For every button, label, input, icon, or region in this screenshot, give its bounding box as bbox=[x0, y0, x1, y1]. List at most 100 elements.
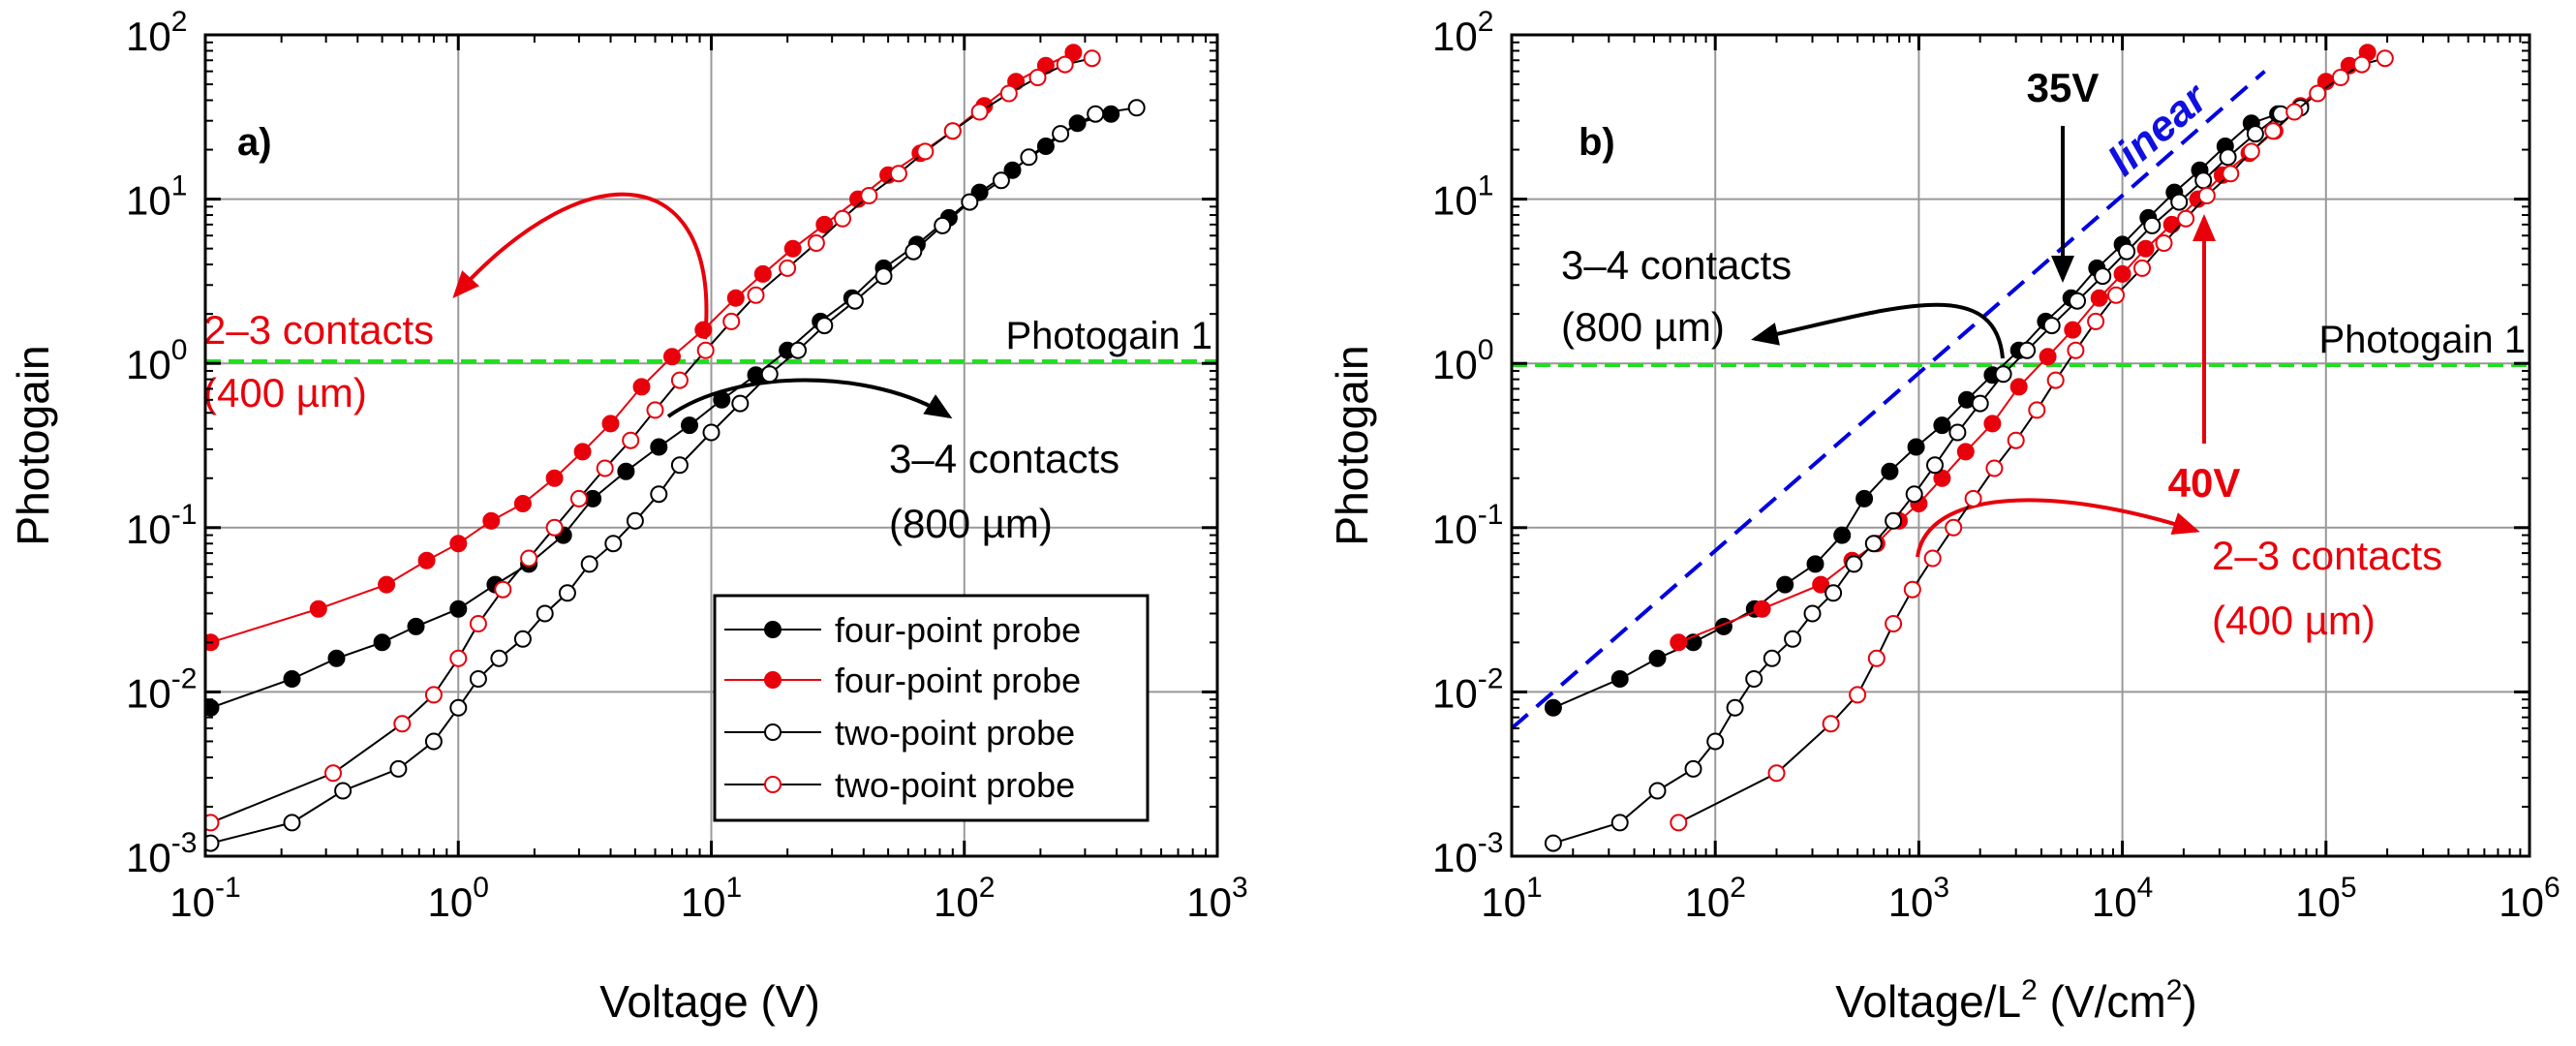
legend-item-four-point-red: four-point probe bbox=[724, 661, 1081, 700]
y-tick-label: 10-3 bbox=[126, 827, 197, 880]
data-point bbox=[1855, 489, 1874, 508]
panel-a-xlabel: Voltage (V) bbox=[599, 976, 820, 1027]
data-point bbox=[1849, 686, 1867, 704]
data-point bbox=[626, 511, 644, 530]
data-point bbox=[1812, 575, 1830, 594]
data-point bbox=[2039, 348, 2057, 366]
legend-label: two-point probe bbox=[835, 765, 1075, 805]
data-point bbox=[789, 341, 807, 359]
legend-box bbox=[713, 594, 1150, 822]
data-point bbox=[760, 365, 779, 384]
data-point bbox=[1833, 526, 1852, 544]
data-point bbox=[1948, 423, 1967, 442]
y-tick-exponent: -1 bbox=[171, 499, 198, 531]
data-point bbox=[520, 549, 538, 568]
data-point bbox=[943, 122, 962, 140]
panel-b-series bbox=[1544, 44, 2394, 852]
x-tick-base: 10 bbox=[2092, 879, 2137, 925]
data-point bbox=[632, 378, 651, 396]
data-point bbox=[2285, 103, 2304, 121]
data-point bbox=[1083, 49, 1101, 68]
y-tick-base: 10 bbox=[1432, 507, 1478, 552]
y-tick-base: 10 bbox=[1432, 178, 1478, 224]
legend-label: two-point probe bbox=[835, 713, 1075, 753]
data-point bbox=[2046, 371, 2065, 389]
y-tick-base: 10 bbox=[126, 14, 171, 59]
y-tick-label: 10-1 bbox=[1432, 499, 1503, 552]
x-tick-exponent: 4 bbox=[2137, 872, 2154, 904]
x-tick-exponent: 1 bbox=[1526, 872, 1543, 904]
data-point bbox=[1956, 443, 1975, 461]
y-tick-label: 10-3 bbox=[1432, 827, 1503, 880]
panel-b-xlabel-main: Voltage/L bbox=[1835, 976, 2021, 1027]
data-point bbox=[779, 259, 797, 277]
data-point bbox=[1864, 535, 1883, 553]
data-point bbox=[1985, 459, 2004, 477]
x-tick-base: 10 bbox=[1888, 879, 1934, 925]
y-tick-exponent: -2 bbox=[171, 662, 198, 694]
data-point bbox=[1933, 469, 1951, 487]
x-tick-base: 10 bbox=[428, 879, 474, 925]
panel-a-ylabel: Photogain bbox=[8, 345, 58, 545]
data-point bbox=[1064, 44, 1083, 62]
data-point bbox=[1926, 456, 1944, 475]
panel-b-40v-label: 40V bbox=[2168, 460, 2241, 506]
data-point bbox=[2094, 267, 2112, 286]
x-tick-base: 10 bbox=[2499, 879, 2544, 925]
panel-a-grid bbox=[205, 35, 1217, 856]
data-point bbox=[2118, 242, 2136, 261]
panel-b-black-arrow bbox=[1751, 302, 2005, 359]
panel-b-contacts23-line1: 2–3 contacts bbox=[2212, 533, 2442, 578]
data-point bbox=[1706, 732, 1725, 751]
data-point bbox=[874, 267, 893, 286]
y-tick-label: 102 bbox=[126, 6, 187, 59]
x-tick-label: 102 bbox=[1684, 872, 1745, 925]
legend-marker-open-red bbox=[764, 776, 782, 793]
data-point bbox=[373, 633, 391, 652]
panel-a: Photogain 1 a) 2–3 contacts (400 µm) 3–4… bbox=[8, 6, 1248, 1027]
data-point bbox=[1648, 649, 1667, 667]
y-tick-exponent: 2 bbox=[171, 6, 188, 38]
data-point bbox=[1803, 604, 1822, 623]
data-point bbox=[731, 394, 750, 413]
legend-marker-filled-black bbox=[764, 621, 782, 638]
data-point bbox=[2090, 289, 2108, 307]
data-point bbox=[2009, 378, 2028, 396]
data-point bbox=[1983, 415, 2002, 433]
data-point bbox=[449, 535, 468, 553]
x-tick-base: 10 bbox=[169, 879, 215, 925]
panel-b-label: b) bbox=[1579, 121, 1615, 164]
data-point bbox=[449, 600, 468, 618]
data-point bbox=[604, 535, 623, 553]
panel-b-linear-line bbox=[1510, 70, 2266, 730]
data-point bbox=[1905, 485, 1923, 504]
data-point bbox=[1544, 698, 1562, 717]
x-tick-base: 10 bbox=[681, 879, 726, 925]
data-point bbox=[469, 670, 487, 688]
data-point bbox=[934, 216, 952, 234]
x-tick-exponent: 2 bbox=[1730, 872, 1746, 904]
x-tick-exponent: 0 bbox=[473, 872, 489, 904]
data-point bbox=[2264, 122, 2283, 140]
data-point bbox=[1971, 394, 1989, 413]
y-tick-base: 10 bbox=[126, 507, 171, 552]
data-point bbox=[2143, 216, 2162, 234]
panel-b-xlabel-sup: 2 bbox=[2021, 974, 2038, 1006]
data-point bbox=[2331, 69, 2349, 86]
x-tick-base: 10 bbox=[934, 879, 979, 925]
y-tick-base: 10 bbox=[126, 670, 171, 716]
data-point bbox=[815, 215, 834, 233]
y-tick-exponent: -1 bbox=[1478, 499, 1504, 531]
series-line-3 bbox=[1677, 57, 2386, 824]
x-tick-exponent: 3 bbox=[1232, 872, 1248, 904]
y-tick-base: 10 bbox=[126, 835, 171, 880]
data-point bbox=[205, 814, 220, 832]
data-point bbox=[1825, 584, 1843, 602]
data-point bbox=[1945, 518, 1963, 537]
legend-marker-open-black bbox=[764, 723, 782, 741]
data-point bbox=[1806, 555, 1825, 573]
data-point bbox=[417, 551, 436, 569]
data-point bbox=[905, 242, 923, 261]
